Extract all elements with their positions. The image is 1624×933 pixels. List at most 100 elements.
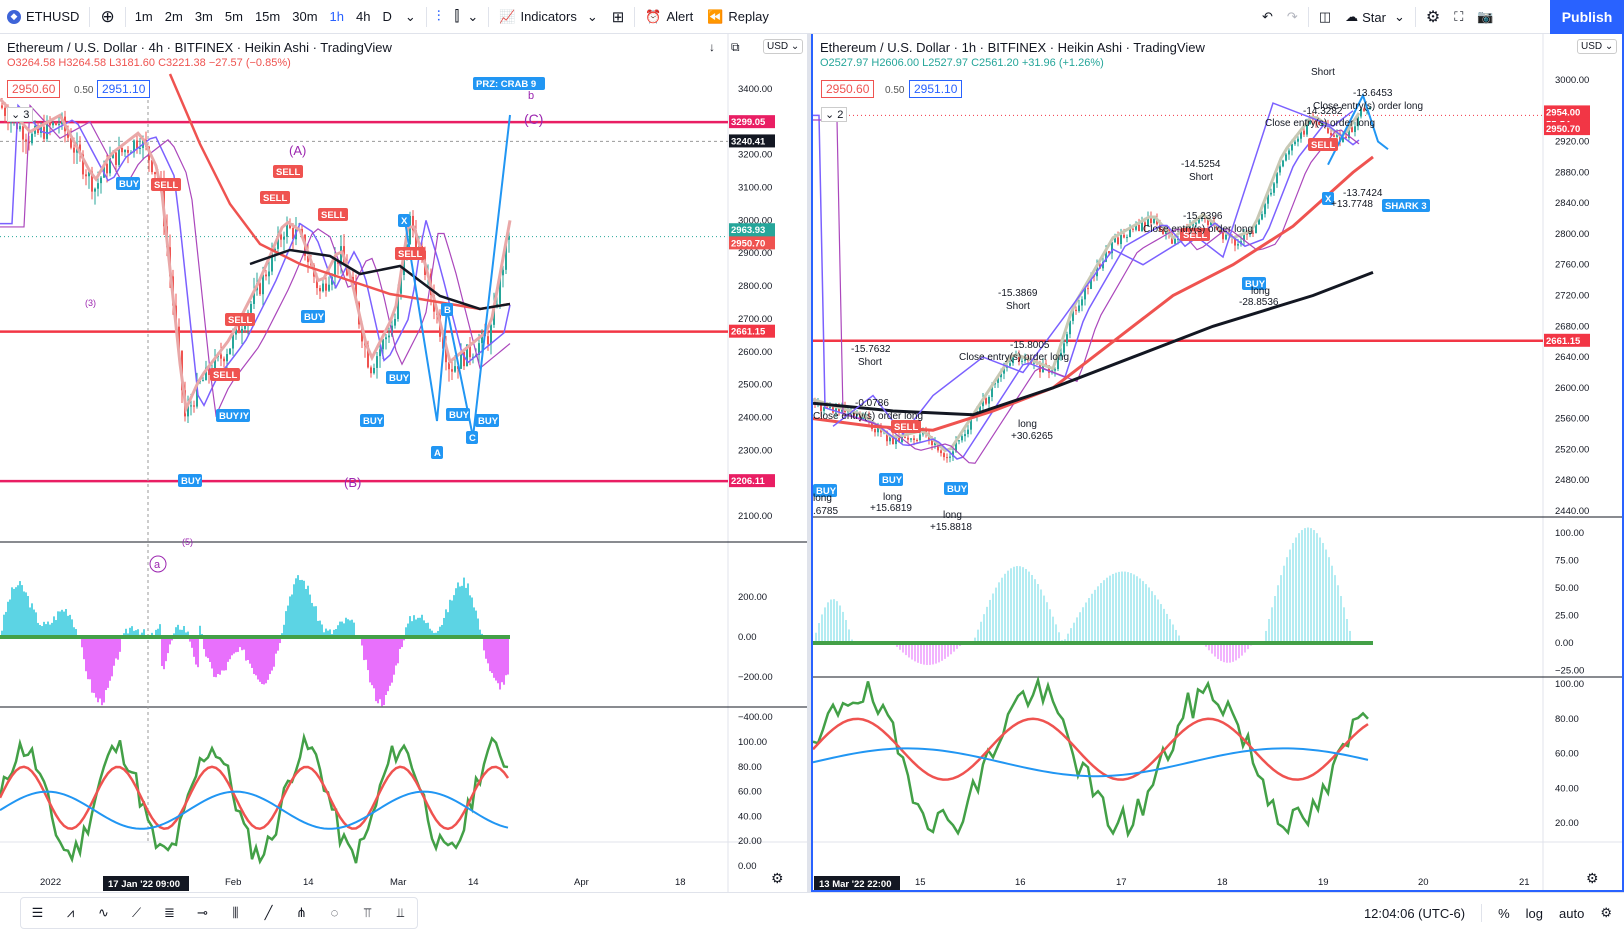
snapshot-button[interactable]: 📷: [1470, 0, 1500, 34]
fib-tool-button[interactable]: ≣: [153, 898, 186, 928]
left-settings-button[interactable]: ⚙: [771, 870, 784, 887]
right-settings-button[interactable]: ⚙: [1586, 870, 1599, 887]
sell-signal: SELL: [398, 249, 422, 260]
timeframe-dropdown-button[interactable]: ⌄: [398, 0, 423, 34]
buy-signal: BUY: [816, 486, 837, 497]
candle-body: [502, 269, 504, 276]
timeframe-4h[interactable]: 4h: [356, 9, 371, 24]
fullscreen-button[interactable]: ⛶: [1447, 0, 1470, 34]
short-position-button[interactable]: ⫫: [384, 898, 417, 928]
timeframe-5m[interactable]: 5m: [224, 9, 243, 24]
right-buy-price-button[interactable]: 2951.10: [909, 80, 963, 98]
long-position-button[interactable]: ⫪: [351, 898, 384, 928]
left-chart-pane[interactable]: 3400.003300.003200.003100.003000.002900.…: [0, 34, 807, 892]
candle-body: [1258, 219, 1260, 225]
ray-button[interactable]: ╱: [252, 898, 285, 928]
left-pane-collapse-button[interactable]: ⌄ 3: [7, 107, 34, 122]
menu-button[interactable]: ☰: [21, 898, 54, 928]
symbol-search-button[interactable]: ◆ ETHUSD: [0, 0, 86, 34]
auto-toggle[interactable]: auto: [1559, 905, 1585, 921]
redo-button[interactable]: ↷: [1280, 0, 1305, 34]
candle-body: [1342, 136, 1344, 143]
chart-type-candles-button[interactable]: ⫿ ⌄: [448, 0, 486, 34]
candle-body: [79, 144, 81, 155]
candle-body: [4, 107, 6, 116]
indicators-button[interactable]: 📈 Indicators ⌄: [492, 0, 604, 34]
pattern-point-c-bg: [466, 431, 478, 444]
candle-body: [952, 451, 954, 457]
left-sell-price-button[interactable]: 2950.60: [7, 80, 61, 98]
left-price-axis-bg: [728, 34, 807, 892]
replay-button[interactable]: ⏪ Replay: [700, 0, 776, 34]
right-osc1-tick: 0.00: [1555, 638, 1574, 649]
chart-type-bars-button[interactable]: ⫶: [430, 0, 448, 34]
right-price-tick: 2480.00: [1555, 475, 1589, 486]
alert-button[interactable]: ⏰ Alert: [638, 0, 700, 34]
timeframe-D[interactable]: D: [382, 9, 392, 24]
save-layout-button[interactable]: ☁ Star ⌄: [1338, 0, 1412, 34]
wave-5-label: (5): [182, 537, 193, 547]
settings-button[interactable]: ⚙: [1419, 0, 1447, 34]
layout-button[interactable]: ◫: [1312, 0, 1338, 34]
undo-button[interactable]: ↶: [1255, 0, 1280, 34]
prz-label-bg: [473, 77, 545, 90]
spiral-button[interactable]: ◌: [318, 898, 351, 928]
timeframe-3m[interactable]: 3m: [194, 9, 213, 24]
elliott-wave-button[interactable]: ∿: [87, 898, 120, 928]
candle-body: [925, 428, 927, 434]
pattern-point-b-bg: [441, 303, 453, 316]
pane-divider[interactable]: [807, 34, 811, 892]
candle-body: [1345, 136, 1347, 139]
templates-button[interactable]: ⊞: [605, 0, 632, 34]
trend-line-button[interactable]: ⟋: [120, 898, 153, 928]
right-time-tick: 16: [1015, 877, 1026, 888]
pitchfork-button[interactable]: ⋔: [285, 898, 318, 928]
prz-label: PRZ: CRAB 9: [476, 79, 536, 90]
left-scroll-down-button[interactable]: ↓: [709, 40, 715, 54]
candle-body: [1321, 123, 1323, 125]
candle-body: [1054, 369, 1056, 371]
right-pane-collapse-button[interactable]: ⌄ 2: [821, 107, 848, 122]
indicators-icon: 📈: [499, 8, 516, 24]
right-chart-pane[interactable]: 3000.002960.002920.002880.002840.002800.…: [811, 34, 1624, 892]
clock-label[interactable]: 12:04:06 (UTC-6): [1363, 905, 1466, 921]
left-chart-canvas[interactable]: 3400.003300.003200.003100.003000.002900.…: [0, 34, 807, 892]
left-price-tag: 3299.05: [731, 117, 766, 128]
timeframe-30m[interactable]: 30m: [292, 9, 318, 24]
right-sell-price-button[interactable]: 2950.60: [821, 80, 875, 98]
candle-body: [115, 152, 117, 165]
timeframe-1h[interactable]: 1h: [329, 9, 345, 24]
candle-body: [127, 149, 129, 153]
log-toggle[interactable]: log: [1525, 905, 1544, 921]
compare-symbol-button[interactable]: ⊕: [93, 0, 121, 34]
timeframe-1m[interactable]: 1m: [134, 9, 153, 24]
candle-body: [1192, 223, 1194, 226]
candle-body: [961, 436, 963, 441]
left-maximize-button[interactable]: ⧉: [731, 40, 740, 55]
right-chart-canvas[interactable]: 3000.002960.002920.002880.002840.002800.…: [813, 34, 1622, 892]
shark-pattern-line: [1327, 92, 1389, 166]
candle-body: [292, 228, 294, 240]
right-price-tick: 2640.00: [1555, 352, 1589, 363]
sell-signal-bg: [210, 368, 240, 381]
vertical-lines-button[interactable]: ⫼: [219, 898, 252, 928]
candle-body: [838, 408, 840, 412]
timeframe-2m[interactable]: 2m: [164, 9, 183, 24]
percent-toggle[interactable]: %: [1498, 905, 1510, 921]
chart-settings-button[interactable]: ⚙: [1600, 905, 1612, 921]
vertical-lines-icon: ⫼: [232, 904, 239, 920]
left-price-tag-bg: [729, 223, 775, 237]
gear-icon: ⚙: [1586, 870, 1599, 886]
timeframe-15m[interactable]: 15m: [254, 9, 281, 24]
left-currency-button[interactable]: USD ⌄: [763, 39, 804, 54]
left-buy-price-button[interactable]: 2951.10: [97, 80, 151, 98]
candle-body: [877, 427, 879, 433]
publish-button[interactable]: Publish: [1550, 0, 1624, 34]
candle-body: [31, 133, 33, 144]
horizontal-line-button[interactable]: ⊸: [186, 898, 219, 928]
right-currency-button[interactable]: USD ⌄: [1577, 39, 1618, 54]
candle-body: [1243, 232, 1245, 242]
buy-signal: BUY: [389, 373, 410, 384]
pattern-tool-button[interactable]: ⩘: [54, 898, 87, 928]
candle-body: [991, 384, 993, 397]
